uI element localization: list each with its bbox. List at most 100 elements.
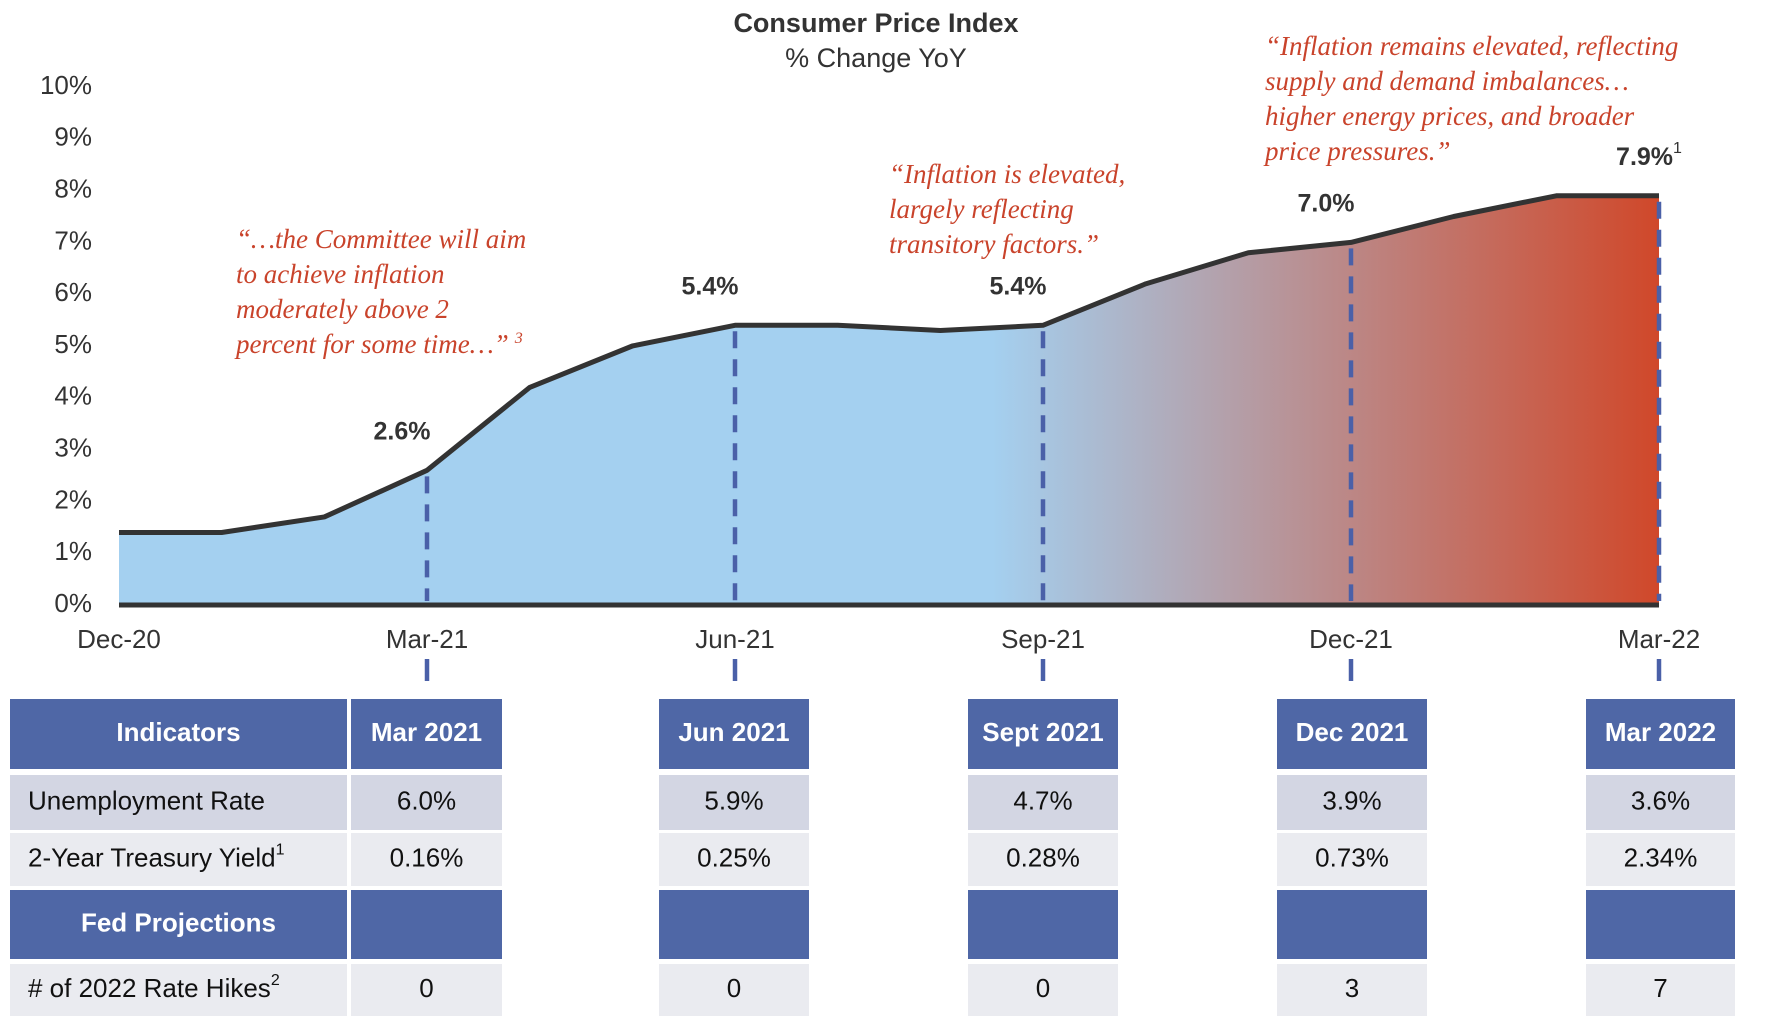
table-value: 0 xyxy=(1036,973,1050,1003)
table-cell xyxy=(1277,964,1427,1016)
annotation-line: “Inflation remains elevated, reflecting xyxy=(1265,31,1678,61)
table-cell xyxy=(1277,890,1427,959)
table-cell xyxy=(10,890,347,959)
annotation: transitory factors.” xyxy=(889,229,1099,259)
table-header: Indicators xyxy=(116,717,240,747)
table-cell xyxy=(1586,699,1735,769)
annotation-line: “Inflation is elevated, xyxy=(889,159,1125,189)
annotation-line: moderately above 2 xyxy=(236,294,449,324)
table-header: Mar 2022 xyxy=(1605,717,1716,747)
table-header: Mar 2021 xyxy=(371,717,482,747)
data-label-group: 2.6% xyxy=(374,417,431,445)
table-value: 0.16% xyxy=(390,842,464,872)
table-cell xyxy=(351,964,502,1016)
y-tick-label: 9% xyxy=(54,122,92,152)
table-cell xyxy=(1586,964,1735,1016)
table-cell xyxy=(1277,775,1427,830)
table-value: 2.34% xyxy=(1624,842,1698,872)
x-tick-label: Dec-20 xyxy=(77,624,161,654)
table-value: 0.28% xyxy=(1006,842,1080,872)
table-cell xyxy=(10,775,347,830)
table-value: 0.25% xyxy=(697,842,771,872)
y-tick-label: 2% xyxy=(54,484,92,514)
annotation-line: higher energy prices, and broader xyxy=(1265,101,1635,131)
table-value: 3.9% xyxy=(1322,785,1381,815)
table-cell xyxy=(968,775,1118,830)
x-tick-label: Mar-21 xyxy=(386,624,468,654)
table-header: Jun 2021 xyxy=(678,717,789,747)
table-cell xyxy=(10,833,347,886)
annotation: supply and demand imbalances… xyxy=(1265,66,1629,96)
table-value: 0 xyxy=(419,973,433,1003)
data-label-group: 7.9%1 xyxy=(1616,140,1682,170)
y-tick-label: 5% xyxy=(54,329,92,359)
chart-title: Consumer Price Index xyxy=(733,8,1018,38)
table-cell xyxy=(659,890,809,959)
y-tick-label: 8% xyxy=(54,173,92,203)
annotation: “Inflation is elevated, xyxy=(889,159,1125,189)
annotation: “…the Committee will aim xyxy=(236,224,526,254)
y-tick-label: 6% xyxy=(54,277,92,307)
y-tick-label: 0% xyxy=(54,588,92,618)
table-cell xyxy=(351,890,502,959)
table-cell xyxy=(10,964,347,1016)
table-header: Dec 2021 xyxy=(1296,717,1409,747)
table-cell xyxy=(968,833,1118,886)
annotation-line: percent for some time…” xyxy=(234,329,509,359)
table-value: 3.6% xyxy=(1631,785,1690,815)
table-cell xyxy=(10,699,347,769)
row-label-text: 2-Year Treasury Yield xyxy=(28,842,276,872)
row-label: 2-Year Treasury Yield1 xyxy=(28,842,285,873)
table-value: 7 xyxy=(1653,973,1667,1003)
table-cell xyxy=(659,964,809,1016)
table-cell xyxy=(968,699,1118,769)
annotation-line: largely reflecting xyxy=(889,194,1074,224)
annotation: percent for some time…” 3 xyxy=(234,329,523,359)
footnote-mark: 2 xyxy=(271,972,280,989)
table-value: 6.0% xyxy=(397,785,456,815)
annotation: to achieve inflation xyxy=(236,259,444,289)
annotation: moderately above 2 xyxy=(236,294,449,324)
annotation: “Inflation remains elevated, reflecting xyxy=(1265,31,1678,61)
table-cell xyxy=(351,699,502,769)
row-label-text: # of 2022 Rate Hikes xyxy=(28,973,271,1003)
footnote-mark: 3 xyxy=(514,330,523,347)
x-tick-label: Mar-22 xyxy=(1618,624,1700,654)
data-label: 7.0% xyxy=(1298,189,1355,217)
data-label: 5.4% xyxy=(682,272,739,300)
x-tick-label: Dec-21 xyxy=(1309,624,1393,654)
table-cell xyxy=(968,964,1118,1016)
data-label-group: 5.4% xyxy=(682,272,739,300)
annotation-line: supply and demand imbalances… xyxy=(1265,66,1629,96)
table-cell xyxy=(351,833,502,886)
table-cell xyxy=(351,775,502,830)
table-cell xyxy=(659,699,809,769)
table-value: 0 xyxy=(727,973,741,1003)
x-tick-label: Sep-21 xyxy=(1001,624,1085,654)
y-tick-label: 10% xyxy=(40,70,92,100)
line xyxy=(119,193,1659,535)
table-cell xyxy=(1277,699,1427,769)
data-label-group: 5.4% xyxy=(990,272,1047,300)
data-label: 2.6% xyxy=(374,417,431,445)
y-tick-label: 7% xyxy=(54,225,92,255)
section-label: Fed Projections xyxy=(81,907,276,937)
x-tick-label: Jun-21 xyxy=(695,624,775,654)
data-label-group: 7.0% xyxy=(1298,189,1355,217)
table-cell xyxy=(659,775,809,830)
y-tick-label: 3% xyxy=(54,432,92,462)
row-label: Unemployment Rate xyxy=(28,785,265,815)
annotation: higher energy prices, and broader xyxy=(1265,101,1635,131)
table-cell xyxy=(1277,833,1427,886)
table-cell xyxy=(1586,833,1735,886)
row-label-text: Unemployment Rate xyxy=(28,785,265,815)
annotation-line: price pressures.” xyxy=(1263,136,1451,166)
annotation-line: “…the Committee will aim xyxy=(236,224,526,254)
row-label: # of 2022 Rate Hikes2 xyxy=(28,972,280,1003)
footnote-mark: 1 xyxy=(1673,140,1682,157)
table-value: 5.9% xyxy=(704,785,763,815)
table-cell xyxy=(1586,890,1735,959)
table-cell xyxy=(659,833,809,886)
table-value: 4.7% xyxy=(1013,785,1072,815)
y-tick-label: 4% xyxy=(54,381,92,411)
